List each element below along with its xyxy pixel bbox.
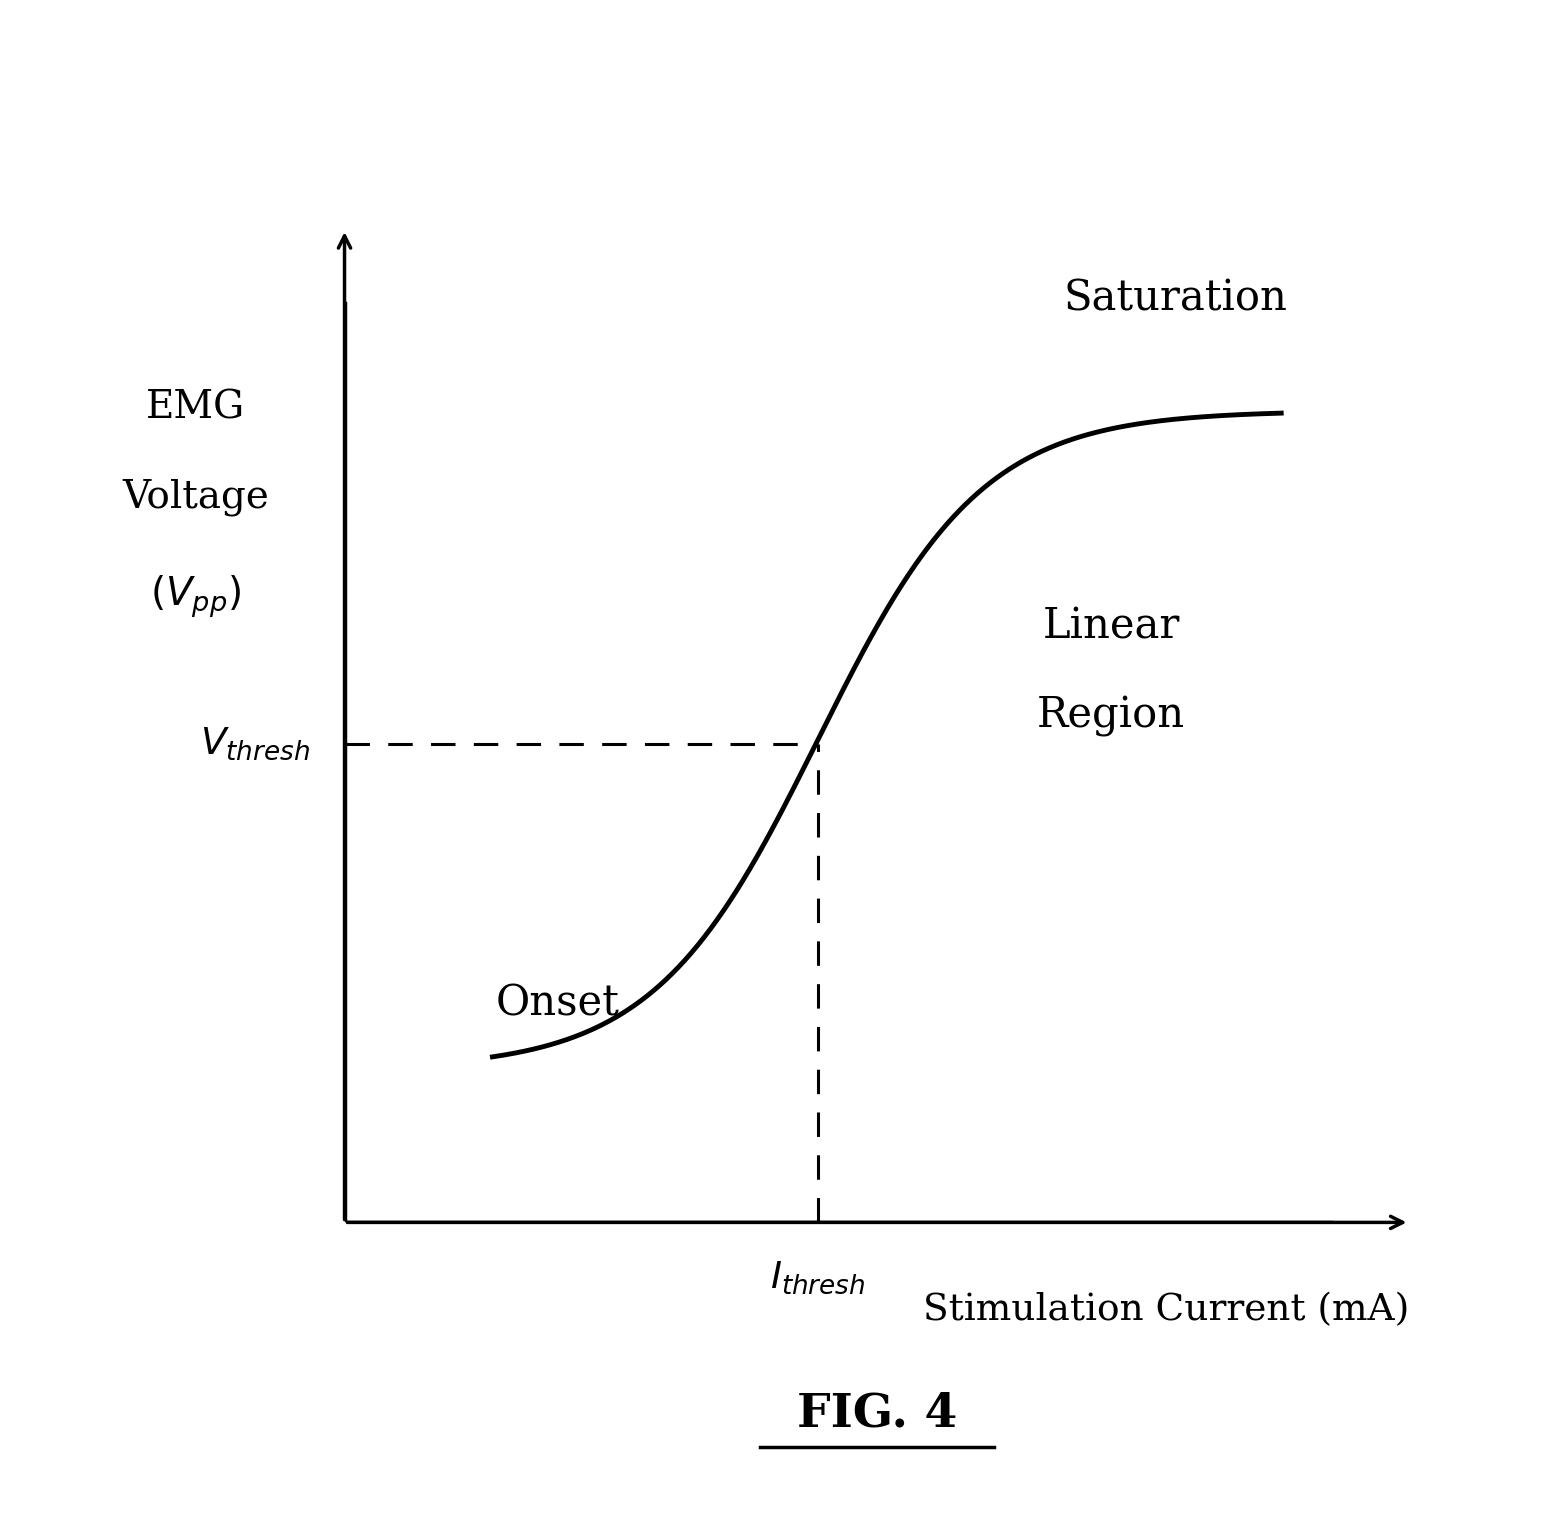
Text: Stimulation Current (mA): Stimulation Current (mA) <box>922 1291 1409 1328</box>
Text: $V_{thresh}$: $V_{thresh}$ <box>200 726 310 762</box>
Text: Region: Region <box>1037 695 1185 736</box>
Text: Onset: Onset <box>495 983 620 1025</box>
Text: Linear: Linear <box>1043 605 1179 648</box>
Text: Saturation: Saturation <box>1063 278 1287 319</box>
Text: EMG: EMG <box>146 390 244 426</box>
Text: $I_{thresh}$: $I_{thresh}$ <box>770 1259 866 1296</box>
Text: $(V_{pp})$: $(V_{pp})$ <box>150 573 241 620</box>
Text: Voltage: Voltage <box>122 478 269 516</box>
Text: FIG. 4: FIG. 4 <box>797 1390 957 1436</box>
